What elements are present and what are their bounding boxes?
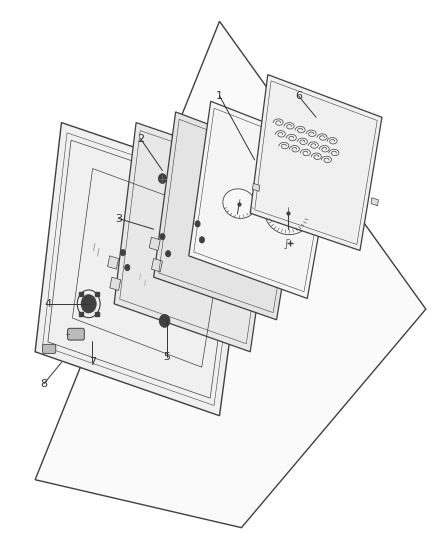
Polygon shape	[114, 123, 276, 352]
Polygon shape	[151, 259, 162, 272]
Polygon shape	[188, 101, 333, 298]
Circle shape	[199, 237, 204, 243]
Polygon shape	[35, 123, 250, 416]
Polygon shape	[35, 21, 425, 528]
Polygon shape	[370, 198, 378, 206]
Circle shape	[158, 174, 166, 183]
Polygon shape	[252, 183, 259, 191]
Text: 4: 4	[45, 299, 52, 309]
Text: 3: 3	[115, 214, 122, 223]
Polygon shape	[149, 237, 160, 251]
Circle shape	[81, 295, 96, 313]
Text: /: /	[92, 243, 97, 253]
Ellipse shape	[264, 192, 310, 235]
Text: 8: 8	[40, 379, 47, 389]
FancyBboxPatch shape	[42, 344, 56, 353]
Text: /: /	[96, 248, 101, 258]
Text: 5: 5	[163, 352, 170, 362]
Polygon shape	[110, 277, 120, 290]
Text: /: /	[138, 274, 142, 280]
Circle shape	[124, 264, 130, 271]
Circle shape	[162, 318, 167, 324]
Polygon shape	[250, 75, 381, 251]
Circle shape	[159, 314, 170, 327]
Text: 1: 1	[215, 91, 223, 101]
Polygon shape	[153, 112, 302, 320]
Text: /: /	[142, 279, 147, 286]
Text: 2: 2	[137, 134, 144, 143]
FancyBboxPatch shape	[67, 328, 84, 340]
Circle shape	[194, 221, 200, 227]
Text: 6: 6	[294, 91, 301, 101]
Circle shape	[120, 249, 125, 256]
Polygon shape	[107, 256, 118, 269]
Circle shape	[159, 233, 165, 240]
Text: 7: 7	[88, 358, 95, 367]
Circle shape	[165, 251, 170, 257]
Ellipse shape	[223, 189, 255, 219]
